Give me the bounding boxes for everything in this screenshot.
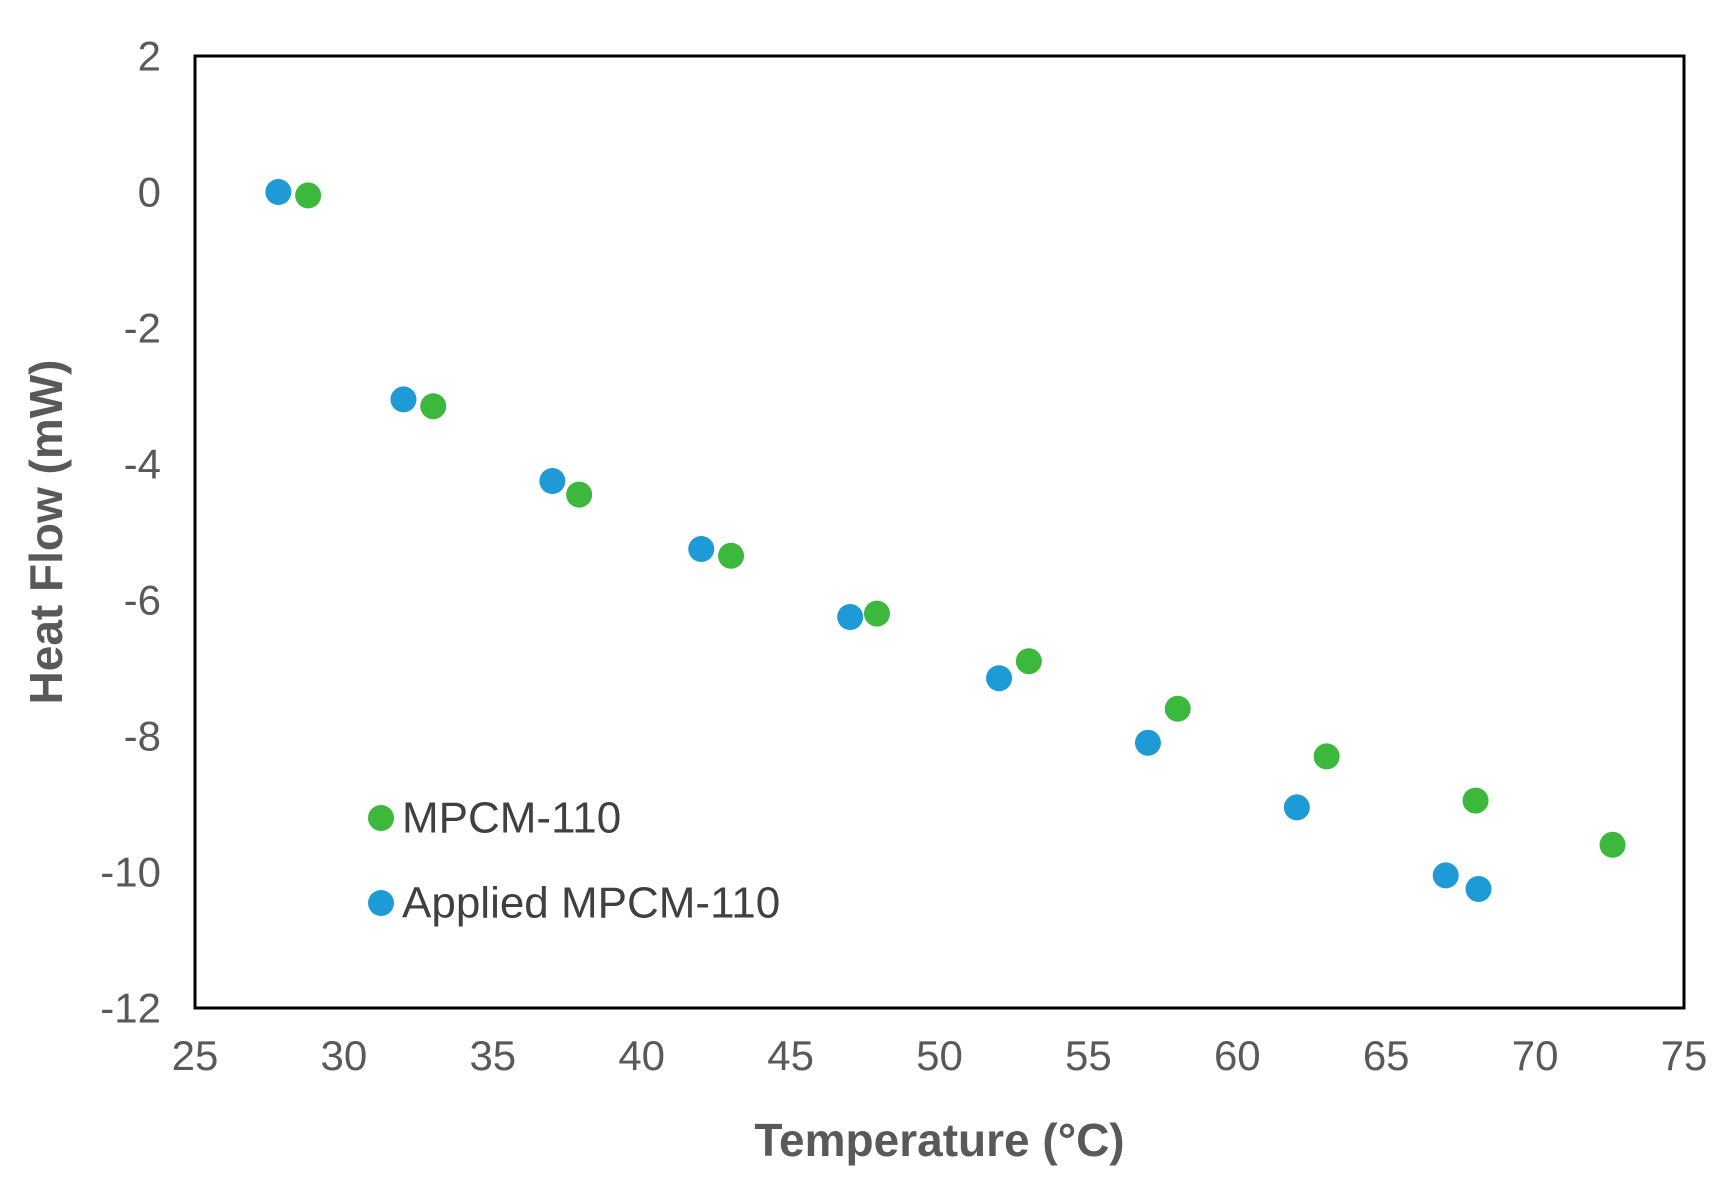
data-point — [1313, 743, 1340, 770]
x-axis: 25 30 35 40 45 50 55 60 65 70 75 — [172, 1032, 1708, 1079]
data-point — [1015, 648, 1042, 675]
x-tick-label: 70 — [1512, 1032, 1559, 1079]
data-point — [390, 386, 417, 413]
data-point — [1462, 787, 1489, 814]
x-tick-label: 35 — [469, 1032, 516, 1079]
y-tick-label: -10 — [100, 849, 161, 896]
y-tick-label: 0 — [138, 169, 161, 216]
data-point — [420, 393, 447, 420]
x-tick-label: 55 — [1065, 1032, 1112, 1079]
y-tick-label: -8 — [124, 713, 161, 760]
data-point — [1599, 831, 1626, 858]
x-tick-label: 60 — [1214, 1032, 1261, 1079]
y-tick-label: -12 — [100, 985, 161, 1032]
y-tick-label: 2 — [138, 33, 161, 80]
data-point — [863, 600, 890, 627]
data-point — [1164, 695, 1191, 722]
x-tick-label: 25 — [172, 1032, 219, 1079]
legend-marker-mpcm-110 — [368, 805, 394, 831]
x-axis-title: Temperature (°C) — [754, 1114, 1124, 1166]
data-point — [1134, 729, 1161, 756]
series-applied-mpcm-110 — [265, 179, 1492, 902]
plot-area — [193, 54, 1686, 1010]
series-mpcm-110 — [295, 182, 1626, 858]
x-tick-label: 30 — [321, 1032, 368, 1079]
x-tick-label: 40 — [618, 1032, 665, 1079]
data-point — [688, 536, 715, 562]
x-tick-label: 50 — [916, 1032, 963, 1079]
x-tick-label: 45 — [767, 1032, 814, 1079]
data-point — [1432, 862, 1459, 889]
legend-label-mpcm-110: MPCM-110 — [402, 794, 621, 843]
data-point — [1465, 876, 1492, 902]
data-point — [566, 481, 593, 508]
data-point — [837, 604, 864, 630]
y-axis-title: Heat Flow (mW) — [20, 360, 72, 705]
y-tick-label: -2 — [124, 305, 161, 352]
legend-marker-applied-mpcm-110 — [368, 890, 394, 916]
y-axis: 2 0 -2 -4 -6 -8 -10 -12 — [100, 33, 161, 1032]
series-layer — [265, 179, 1626, 902]
legend-label-applied-mpcm-110: Applied MPCM-110 — [402, 879, 780, 928]
legend: MPCM-110 Applied MPCM-110 — [368, 794, 780, 928]
data-point — [986, 665, 1013, 692]
data-point — [1283, 794, 1310, 821]
data-point — [539, 468, 566, 494]
data-point — [295, 182, 322, 209]
x-tick-label: 65 — [1363, 1032, 1410, 1079]
data-point — [265, 179, 292, 205]
y-tick-label: -6 — [124, 577, 161, 624]
data-point — [718, 542, 745, 569]
y-tick-label: -4 — [124, 441, 161, 488]
x-tick-label: 75 — [1661, 1032, 1708, 1079]
